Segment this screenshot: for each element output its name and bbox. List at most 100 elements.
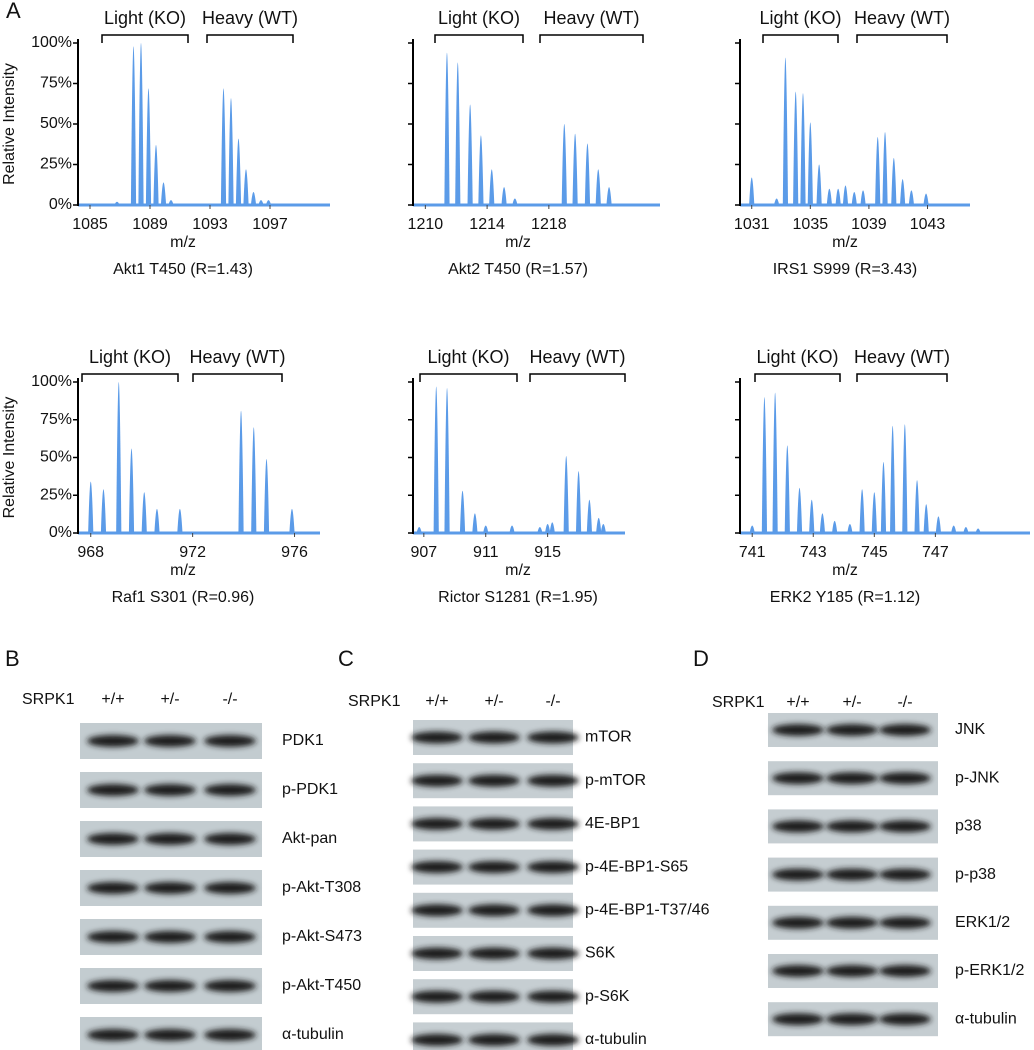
peak — [842, 185, 849, 205]
band — [468, 947, 520, 960]
bracket — [81, 373, 179, 382]
blot-label: p-Akt-T308 — [282, 879, 361, 896]
bracket — [419, 373, 518, 382]
band — [144, 931, 196, 943]
x-tick-label: 1035 — [793, 216, 829, 233]
peak — [489, 169, 495, 205]
band — [772, 724, 824, 736]
y-tick-label: 75% — [40, 411, 72, 428]
peak — [459, 490, 466, 533]
bracket — [192, 373, 283, 382]
peak — [816, 164, 822, 205]
peak — [761, 397, 768, 533]
blot-label: p-PDK1 — [282, 781, 338, 798]
bracket — [529, 373, 626, 382]
peak — [782, 57, 789, 205]
blot-label: p-4E-BP1-S65 — [585, 858, 688, 875]
peak — [963, 526, 969, 533]
peak — [875, 136, 881, 205]
annotation: Light (KO) — [756, 347, 838, 367]
band — [772, 820, 824, 833]
peak — [512, 198, 518, 205]
peak — [851, 192, 857, 205]
x-tick-label: 743 — [800, 544, 827, 561]
band — [87, 882, 139, 894]
band — [87, 980, 139, 992]
genotype: +/- — [484, 693, 503, 710]
x-tick-label: 911 — [473, 544, 499, 561]
x-tick-label: 1085 — [72, 216, 108, 233]
x-tick-label: 976 — [281, 544, 308, 561]
bracket — [856, 373, 948, 382]
peak — [509, 525, 515, 533]
peak — [807, 122, 813, 205]
band — [87, 833, 139, 845]
x-tick-label: 915 — [534, 544, 561, 561]
band — [879, 820, 931, 833]
band — [144, 735, 196, 747]
peak — [606, 187, 612, 205]
annotation: Heavy (WT) — [854, 8, 950, 28]
band — [204, 931, 256, 943]
peak — [586, 499, 593, 533]
y-tick-label: 50% — [40, 115, 72, 132]
band — [87, 931, 139, 943]
peak — [251, 427, 257, 533]
band — [879, 772, 931, 785]
band — [204, 735, 256, 747]
y-axis-label: Relative Intensity — [1, 63, 18, 185]
peak — [749, 177, 755, 205]
peak — [774, 198, 780, 205]
blot-label: S6K — [585, 945, 616, 962]
band — [468, 1033, 520, 1046]
band — [204, 882, 256, 894]
peak — [835, 188, 841, 205]
peak — [800, 93, 806, 205]
annotation: Heavy (WT) — [190, 347, 286, 367]
band — [144, 882, 196, 894]
x-tick-label: 1210 — [408, 216, 444, 233]
blot-label: α-tubulin — [955, 1010, 1017, 1027]
peak — [908, 190, 915, 205]
blot-label: p38 — [955, 818, 982, 835]
band — [144, 1029, 196, 1041]
band — [527, 861, 579, 874]
band — [411, 904, 463, 917]
blot-label: JNK — [955, 721, 986, 738]
bracket — [754, 373, 841, 382]
band — [527, 947, 579, 960]
caption: Raf1 S301 (R=0.96) — [112, 589, 255, 606]
band — [879, 965, 931, 977]
caption: Rictor S1281 (R=1.95) — [438, 589, 598, 606]
peak — [923, 193, 929, 205]
panel-letter: A — [6, 0, 21, 23]
genotype-title: SRPK1 — [712, 694, 765, 711]
x-tick-label: 907 — [410, 544, 437, 561]
panel-letter: D — [693, 646, 709, 671]
annotation: Heavy (WT) — [854, 347, 950, 367]
peak — [902, 424, 908, 533]
band — [879, 1013, 931, 1026]
annotation: Light (KO) — [104, 8, 186, 28]
peak — [220, 88, 227, 205]
caption: Akt2 T450 (R=1.57) — [448, 261, 588, 278]
peak — [859, 489, 865, 533]
peak — [880, 462, 887, 533]
peak — [600, 523, 606, 533]
peak — [975, 528, 981, 533]
peak — [572, 133, 578, 205]
caption: Akt1 T450 (R=1.43) — [113, 261, 253, 278]
band — [411, 774, 463, 787]
blot-label: ERK1/2 — [955, 914, 1010, 931]
peak — [130, 46, 137, 205]
peak — [141, 492, 147, 533]
peak — [545, 523, 551, 533]
blot-label: α-tubulin — [282, 1026, 344, 1043]
annotation: Heavy (WT) — [530, 347, 626, 367]
x-tick-label: 1093 — [192, 216, 228, 233]
peak — [483, 525, 489, 533]
peak — [501, 187, 507, 205]
blot-label: p-JNK — [955, 769, 1000, 786]
peak — [160, 182, 167, 205]
x-axis-label: m/z — [832, 234, 858, 251]
